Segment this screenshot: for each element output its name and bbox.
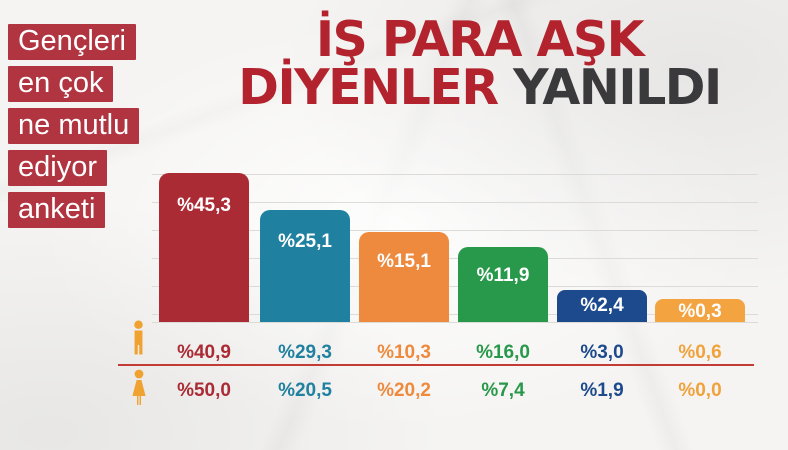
male-female-divider	[118, 364, 754, 366]
male-value: %16,0	[476, 342, 530, 363]
bar-value-label: %11,9	[476, 265, 530, 286]
gridline	[152, 258, 758, 259]
bar-value-label: %0,3	[678, 301, 722, 322]
bar-1: %45,3	[159, 173, 249, 322]
bar-6: %0,3	[655, 299, 745, 322]
headline-line1: İŞ PARA AŞK	[315, 11, 645, 68]
man-icon	[134, 320, 143, 355]
gridline	[152, 230, 758, 231]
caption-line: anketi	[8, 192, 106, 228]
baseline	[152, 322, 758, 323]
gridline	[152, 174, 758, 175]
male-value: %0,6	[678, 342, 722, 363]
female-value: %0,0	[678, 380, 722, 401]
male-value: %10,3	[377, 342, 431, 363]
headline-line2: DİYENLER YANILDI	[238, 59, 722, 116]
bar-value-label: %45,3	[177, 195, 231, 216]
bar-5: %2,4	[557, 290, 647, 322]
caption-line: ne mutlu	[8, 108, 140, 144]
gridline	[152, 314, 758, 315]
gridline	[152, 202, 758, 203]
female-value: %20,2	[377, 380, 431, 401]
bar-4: %11,9	[458, 247, 548, 322]
male-value: %3,0	[580, 342, 624, 363]
headline: İŞ PARA AŞK DİYENLER YANILDI	[175, 11, 784, 116]
caption-line: en çok	[8, 66, 114, 102]
female-value: %1,9	[580, 380, 624, 401]
female-value: %7,4	[481, 380, 525, 401]
bar-value-label: %15,1	[377, 251, 431, 272]
bar-value-label: %2,4	[580, 295, 624, 316]
bar-value-label: %25,1	[278, 231, 332, 252]
male-value: %40,9	[177, 342, 231, 363]
bar-3: %15,1	[359, 232, 449, 322]
female-value: %50,0	[177, 380, 231, 401]
caption-line: ediyor	[8, 150, 107, 186]
survey-caption: Gençleri en çok ne mutlu ediyor anketi	[8, 24, 140, 234]
caption-line: Gençleri	[8, 24, 136, 60]
woman-icon	[132, 369, 146, 405]
gridline	[152, 286, 758, 287]
bar-2: %25,1	[260, 210, 350, 322]
male-value: %29,3	[278, 342, 332, 363]
female-value: %20,5	[278, 380, 332, 401]
